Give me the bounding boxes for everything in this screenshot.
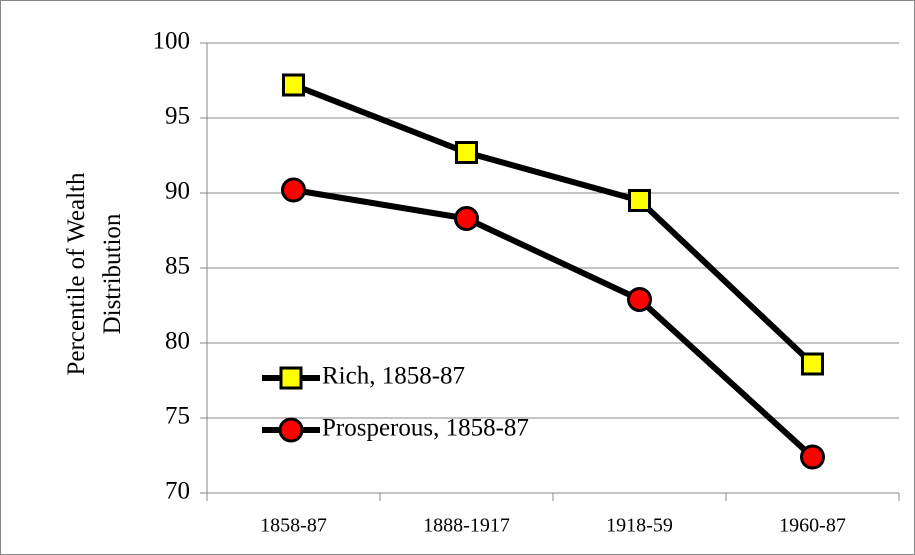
data-point: [282, 73, 305, 97]
y-tick-label: 70: [165, 478, 190, 505]
data-point: [800, 444, 825, 470]
x-tick-label: 1960-87: [779, 515, 846, 537]
legend-label: Prosperous, 1858-87: [322, 415, 529, 442]
y-axis-title: Percentile of Wealth Distribution: [63, 172, 126, 376]
y-tick-label: 75: [165, 403, 190, 430]
legend-marker: [279, 366, 303, 390]
y-tick-label: 95: [165, 103, 190, 130]
y-tick-label: 85: [165, 253, 190, 280]
series-line: [293, 187, 815, 460]
data-point: [455, 141, 478, 164]
legend-marker: [278, 417, 304, 443]
data-point: [801, 352, 824, 376]
y-tick-label: 80: [165, 328, 190, 355]
data-point: [281, 177, 306, 203]
legend-label: Rich, 1858-87: [322, 363, 465, 390]
y-tick-label: 100: [153, 28, 191, 55]
x-tick-label: 1918-59: [606, 515, 673, 537]
y-tick-label: 90: [165, 178, 190, 205]
series-line: [292, 82, 815, 367]
x-tick-label: 1858-87: [260, 515, 327, 537]
data-point: [627, 287, 652, 312]
data-point: [628, 189, 651, 212]
data-point: [454, 206, 479, 231]
x-tick-label: 1888-1917: [423, 515, 510, 537]
